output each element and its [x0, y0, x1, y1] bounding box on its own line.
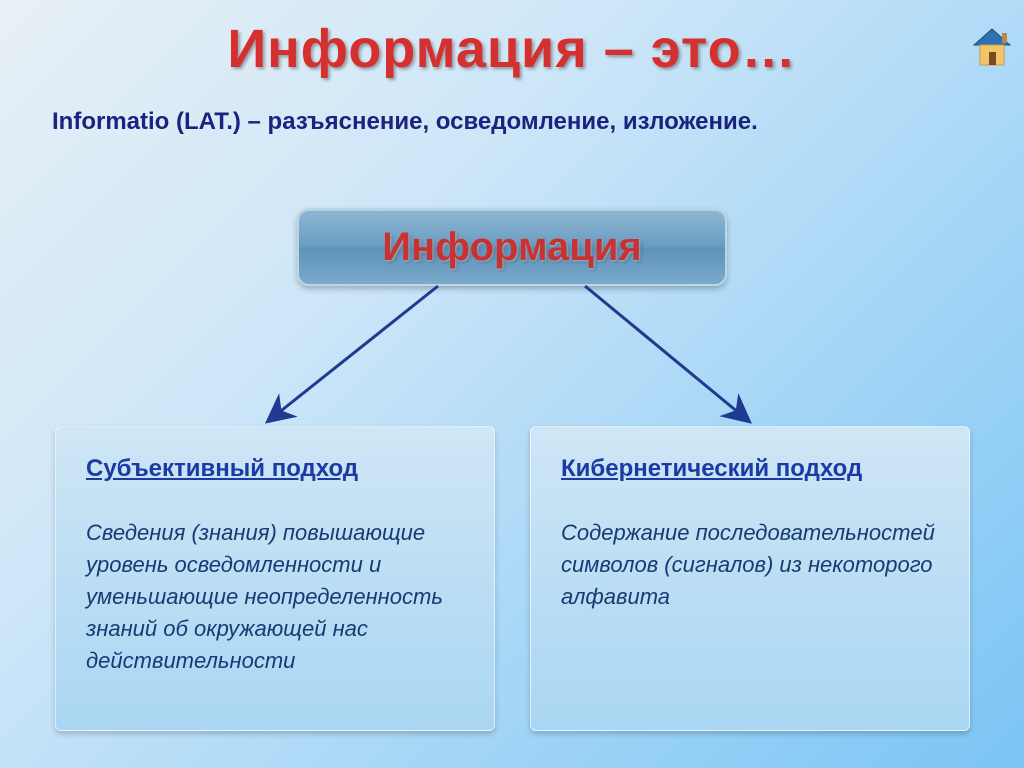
subtitle-text: Informatio (LAT.) – разъяснение, осведом…: [52, 108, 1024, 136]
panel-cybernetic-body: Содержание последовательностей символов …: [561, 517, 939, 613]
arrow-left: [272, 286, 438, 418]
panel-subjective-body: Сведения (знания) повышающие уровень осв…: [86, 517, 464, 676]
arrow-right: [585, 286, 745, 418]
home-icon: [969, 25, 1015, 71]
panel-cybernetic: Кибернетический подход Содержание послед…: [530, 426, 970, 731]
panel-cybernetic-heading: Кибернетический подход: [561, 455, 939, 483]
panel-subjective: Субъективный подход Сведения (знания) по…: [55, 426, 495, 731]
concept-root-label: Информация: [382, 225, 642, 270]
panel-subjective-heading: Субъективный подход: [86, 455, 464, 483]
concept-root-box: Информация: [297, 208, 727, 286]
page-title: Информация – это…: [0, 18, 1024, 80]
home-button[interactable]: [966, 22, 1018, 74]
